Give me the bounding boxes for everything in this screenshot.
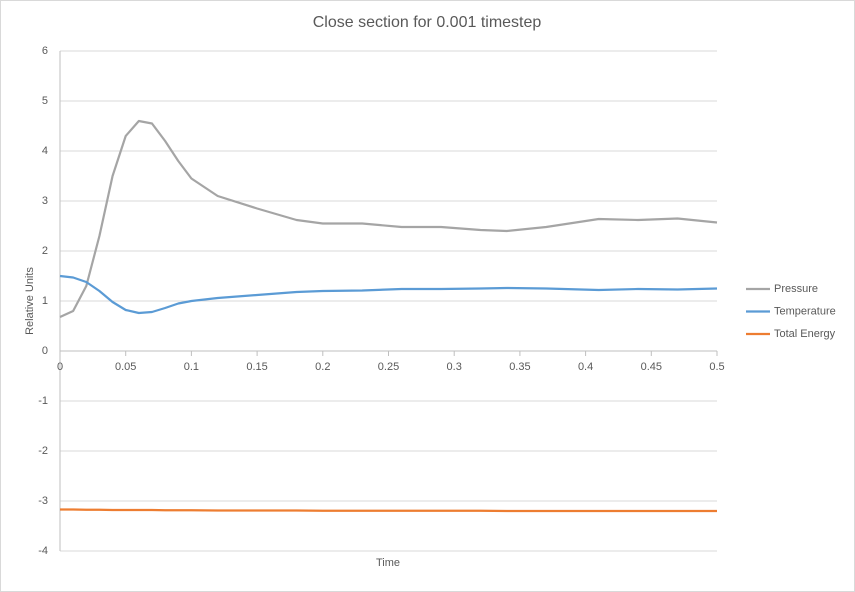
y-tick-label: 1	[42, 295, 48, 307]
series-line	[60, 508, 717, 513]
y-axis-label: Relative Units	[24, 267, 36, 335]
y-tick-label: 3	[42, 195, 48, 207]
x-tick-label: 0.05	[115, 361, 136, 373]
x-tick-label: 0	[57, 361, 63, 373]
legend-label: Temperature	[774, 305, 836, 317]
y-tick-label: 6	[42, 45, 48, 57]
y-tick-label: 0	[42, 345, 48, 357]
y-tick-label: -4	[38, 545, 48, 557]
series-line	[59, 119, 718, 319]
y-tick-label: -3	[38, 495, 48, 507]
y-tick-label: -2	[38, 445, 48, 457]
y-tick-label: 4	[42, 145, 48, 157]
x-tick-label: 0.25	[378, 361, 399, 373]
chart-title: Close section for 0.001 timestep	[313, 14, 542, 31]
x-axis-label: Time	[376, 557, 400, 569]
x-tick-label: 0.15	[246, 361, 267, 373]
x-tick-label: 0.2	[315, 361, 330, 373]
legend-label: Pressure	[774, 283, 818, 295]
y-tick-label: 2	[42, 245, 48, 257]
x-tick-label: 0.3	[447, 361, 462, 373]
legend-label: Total Energy	[774, 328, 836, 340]
series-line	[59, 274, 718, 315]
x-tick-label: 0.45	[641, 361, 662, 373]
y-tick-label: 5	[42, 95, 48, 107]
y-tick-label: -1	[38, 395, 48, 407]
x-tick-label: 0.35	[509, 361, 530, 373]
x-tick-label: 0.1	[184, 361, 199, 373]
x-tick-label: 0.4	[578, 361, 593, 373]
x-tick-label: 0.5	[709, 361, 724, 373]
